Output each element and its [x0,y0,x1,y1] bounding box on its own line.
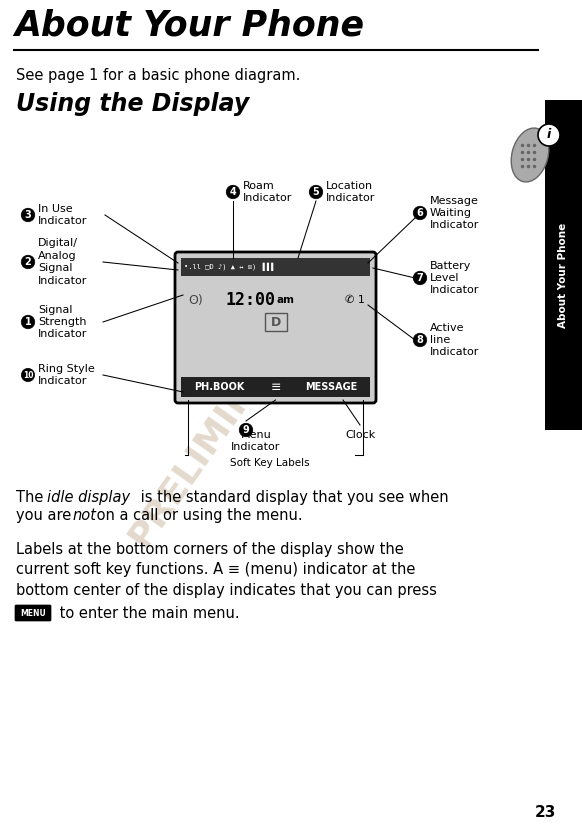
Bar [181,377,370,397]
Text: 8: 8 [417,335,424,345]
Text: About Your Phone: About Your Phone [14,8,364,42]
Text: 4: 4 [230,187,236,197]
Text: Active
line
Indicator: Active line Indicator [430,323,480,357]
Text: 5: 5 [313,187,320,197]
FancyBboxPatch shape [175,252,376,403]
Text: 9: 9 [243,425,249,435]
Text: Labels at the bottom corners of the display show the
current soft key functions.: Labels at the bottom corners of the disp… [16,542,437,597]
Text: About Your Phone: About Your Phone [559,222,569,328]
Text: 7: 7 [417,273,423,283]
Text: is the standard display that you see when: is the standard display that you see whe… [136,490,449,505]
Circle shape [538,124,560,146]
Text: not: not [72,508,96,523]
Text: PH.BOOK: PH.BOOK [194,382,244,392]
Text: ✆ 1: ✆ 1 [345,295,365,305]
FancyBboxPatch shape [15,605,51,621]
Text: am: am [276,295,294,305]
Text: Clock: Clock [345,430,375,440]
Text: 23: 23 [534,805,556,820]
Text: 12:00: 12:00 [225,291,275,309]
Text: Message
Waiting
Indicator: Message Waiting Indicator [430,195,480,230]
Ellipse shape [511,128,549,182]
Text: In Use
Indicator: In Use Indicator [38,204,87,226]
Text: Battery
Level
Indicator: Battery Level Indicator [430,261,480,296]
Text: D: D [271,315,281,328]
FancyBboxPatch shape [264,313,286,331]
Text: Digital/
Analog
Signal
Indicator: Digital/ Analog Signal Indicator [38,238,87,286]
Text: Location
Indicator: Location Indicator [326,181,375,203]
Text: See page 1 for a basic phone diagram.: See page 1 for a basic phone diagram. [16,68,300,83]
Text: 3: 3 [24,210,31,220]
Text: Using the Display: Using the Display [16,92,249,116]
Bar [545,100,582,430]
Text: Signal
Strength
Indicator: Signal Strength Indicator [38,304,87,339]
Text: Menu
Indicator: Menu Indicator [231,430,281,453]
Bar [181,258,370,276]
Text: MESSAGE: MESSAGE [305,382,357,392]
Text: Ring Style
Indicator: Ring Style Indicator [38,364,95,386]
Text: PRELIMINARY: PRELIMINARY [122,308,308,552]
Text: you are: you are [16,508,76,523]
Text: MENU: MENU [20,608,46,618]
Text: 10: 10 [23,370,33,380]
Text: i: i [547,128,551,142]
Text: Roam
Indicator: Roam Indicator [243,181,292,203]
Text: to enter the main menu.: to enter the main menu. [55,606,240,620]
Text: •.ll □D ♪) ▲ ↔ ✉) ▐▐▐: •.ll □D ♪) ▲ ↔ ✉) ▐▐▐ [184,263,274,272]
Text: 1: 1 [24,317,31,327]
Text: 6: 6 [417,208,423,218]
Text: ≡: ≡ [270,380,281,394]
Text: The: The [16,490,48,505]
Text: idle display: idle display [47,490,130,505]
Text: 2: 2 [24,257,31,267]
Text: Soft Key Labels: Soft Key Labels [230,458,310,468]
Text: ʘ): ʘ) [189,293,203,307]
Text: on a call or using the menu.: on a call or using the menu. [92,508,303,523]
